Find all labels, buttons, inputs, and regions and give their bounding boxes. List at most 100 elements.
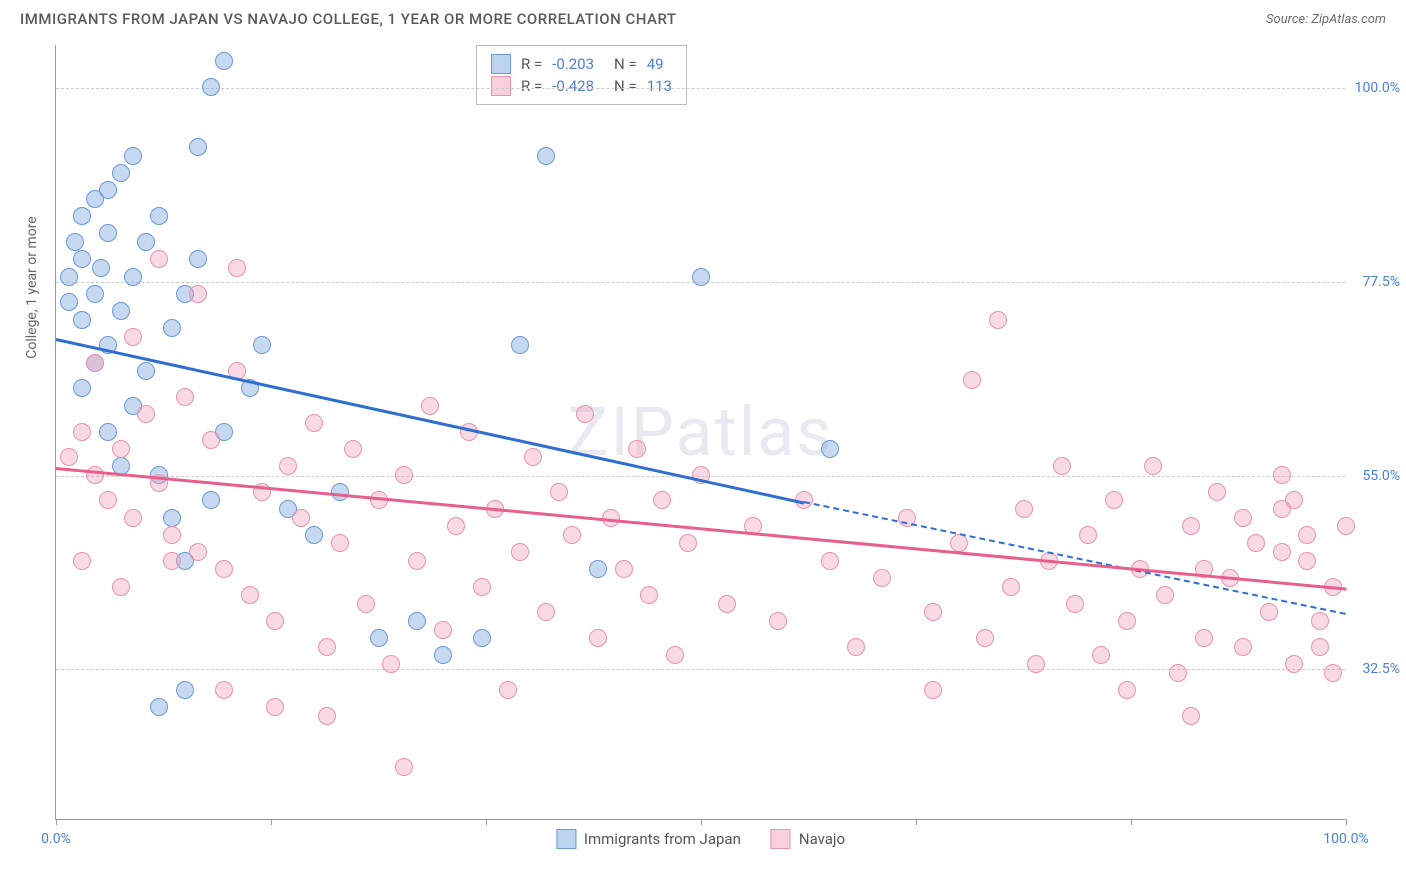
- data-point-navajo: [150, 250, 168, 268]
- data-point-navajo: [1182, 517, 1200, 535]
- data-point-japan: [60, 268, 78, 286]
- data-point-navajo: [228, 259, 246, 277]
- data-point-navajo: [1092, 646, 1110, 664]
- data-point-navajo: [847, 638, 865, 656]
- gridline: [56, 88, 1345, 89]
- data-point-japan: [202, 491, 220, 509]
- data-point-navajo: [163, 552, 181, 570]
- data-point-navajo: [769, 612, 787, 630]
- n-value-japan: 49: [647, 55, 664, 73]
- data-point-navajo: [576, 405, 594, 423]
- data-point-japan: [124, 147, 142, 165]
- data-point-navajo: [434, 621, 452, 639]
- data-point-navajo: [1105, 491, 1123, 509]
- data-point-japan: [73, 379, 91, 397]
- data-point-navajo: [395, 466, 413, 484]
- data-point-navajo: [511, 543, 529, 561]
- data-point-navajo: [99, 491, 117, 509]
- data-point-navajo: [963, 371, 981, 389]
- legend-label-navajo: Navajo: [799, 830, 845, 848]
- data-point-navajo: [1015, 500, 1033, 518]
- data-point-navajo: [215, 681, 233, 699]
- r-label: R =: [521, 55, 542, 73]
- data-point-navajo: [1066, 595, 1084, 613]
- data-point-navajo: [1118, 681, 1136, 699]
- data-point-navajo: [1273, 466, 1291, 484]
- data-point-navajo: [1311, 612, 1329, 630]
- data-point-japan: [692, 268, 710, 286]
- data-point-navajo: [615, 560, 633, 578]
- data-point-japan: [73, 207, 91, 225]
- data-point-japan: [73, 250, 91, 268]
- data-point-navajo: [924, 603, 942, 621]
- data-point-navajo: [73, 423, 91, 441]
- data-point-navajo: [1144, 457, 1162, 475]
- x-tick-label: 100.0%: [1323, 831, 1368, 847]
- data-point-japan: [60, 293, 78, 311]
- data-point-navajo: [976, 629, 994, 647]
- data-point-japan: [305, 526, 323, 544]
- data-point-navajo: [718, 595, 736, 613]
- data-point-navajo: [1118, 612, 1136, 630]
- data-point-navajo: [331, 534, 349, 552]
- y-tick-label: 77.5%: [1362, 274, 1400, 290]
- data-point-navajo: [679, 534, 697, 552]
- data-point-navajo: [1234, 638, 1252, 656]
- legend-item-navajo: Navajo: [771, 829, 845, 849]
- data-point-navajo: [344, 440, 362, 458]
- data-point-navajo: [1298, 526, 1316, 544]
- data-point-japan: [511, 336, 529, 354]
- x-tick: [701, 819, 702, 825]
- data-point-japan: [99, 224, 117, 242]
- data-point-japan: [473, 629, 491, 647]
- data-point-navajo: [73, 552, 91, 570]
- y-tick-label: 32.5%: [1362, 661, 1400, 677]
- data-point-japan: [821, 440, 839, 458]
- data-point-navajo: [370, 491, 388, 509]
- data-point-japan: [99, 181, 117, 199]
- data-point-navajo: [1324, 664, 1342, 682]
- data-point-navajo: [924, 681, 942, 699]
- data-point-navajo: [1053, 457, 1071, 475]
- data-point-navajo: [1311, 638, 1329, 656]
- legend-item-japan: Immigrants from Japan: [556, 829, 741, 849]
- data-point-navajo: [176, 388, 194, 406]
- data-point-navajo: [821, 552, 839, 570]
- r-label: R =: [521, 77, 542, 95]
- r-value-japan: -0.203: [552, 55, 594, 73]
- stats-row-japan: R = -0.203 N = 49: [491, 54, 672, 74]
- data-point-japan: [112, 302, 130, 320]
- swatch-japan: [491, 54, 511, 74]
- data-point-navajo: [318, 638, 336, 656]
- data-point-japan: [99, 423, 117, 441]
- plot-area: ZIPatlas R = -0.203 N = 49 R = -0.428 N …: [55, 45, 1345, 820]
- swatch-navajo-icon: [771, 829, 791, 849]
- data-point-japan: [92, 259, 110, 277]
- bottom-legend: Immigrants from Japan Navajo: [556, 829, 845, 849]
- data-point-navajo: [357, 595, 375, 613]
- data-point-navajo: [666, 646, 684, 664]
- data-point-navajo: [1337, 517, 1355, 535]
- data-point-navajo: [1285, 655, 1303, 673]
- x-tick: [1131, 819, 1132, 825]
- gridline: [56, 669, 1345, 670]
- data-point-navajo: [1195, 629, 1213, 647]
- data-point-navajo: [589, 629, 607, 647]
- data-point-navajo: [382, 655, 400, 673]
- x-tick: [56, 819, 57, 825]
- swatch-japan-icon: [556, 829, 576, 849]
- data-point-navajo: [137, 405, 155, 423]
- data-point-japan: [112, 164, 130, 182]
- data-point-navajo: [421, 397, 439, 415]
- n-label: N =: [614, 77, 637, 95]
- data-point-navajo: [60, 448, 78, 466]
- x-tick-label: 0.0%: [41, 831, 71, 847]
- data-point-navajo: [215, 560, 233, 578]
- data-point-navajo: [279, 457, 297, 475]
- data-point-navajo: [189, 285, 207, 303]
- data-point-japan: [589, 560, 607, 578]
- data-point-navajo: [473, 578, 491, 596]
- data-point-navajo: [524, 448, 542, 466]
- data-point-japan: [124, 268, 142, 286]
- data-point-navajo: [1285, 491, 1303, 509]
